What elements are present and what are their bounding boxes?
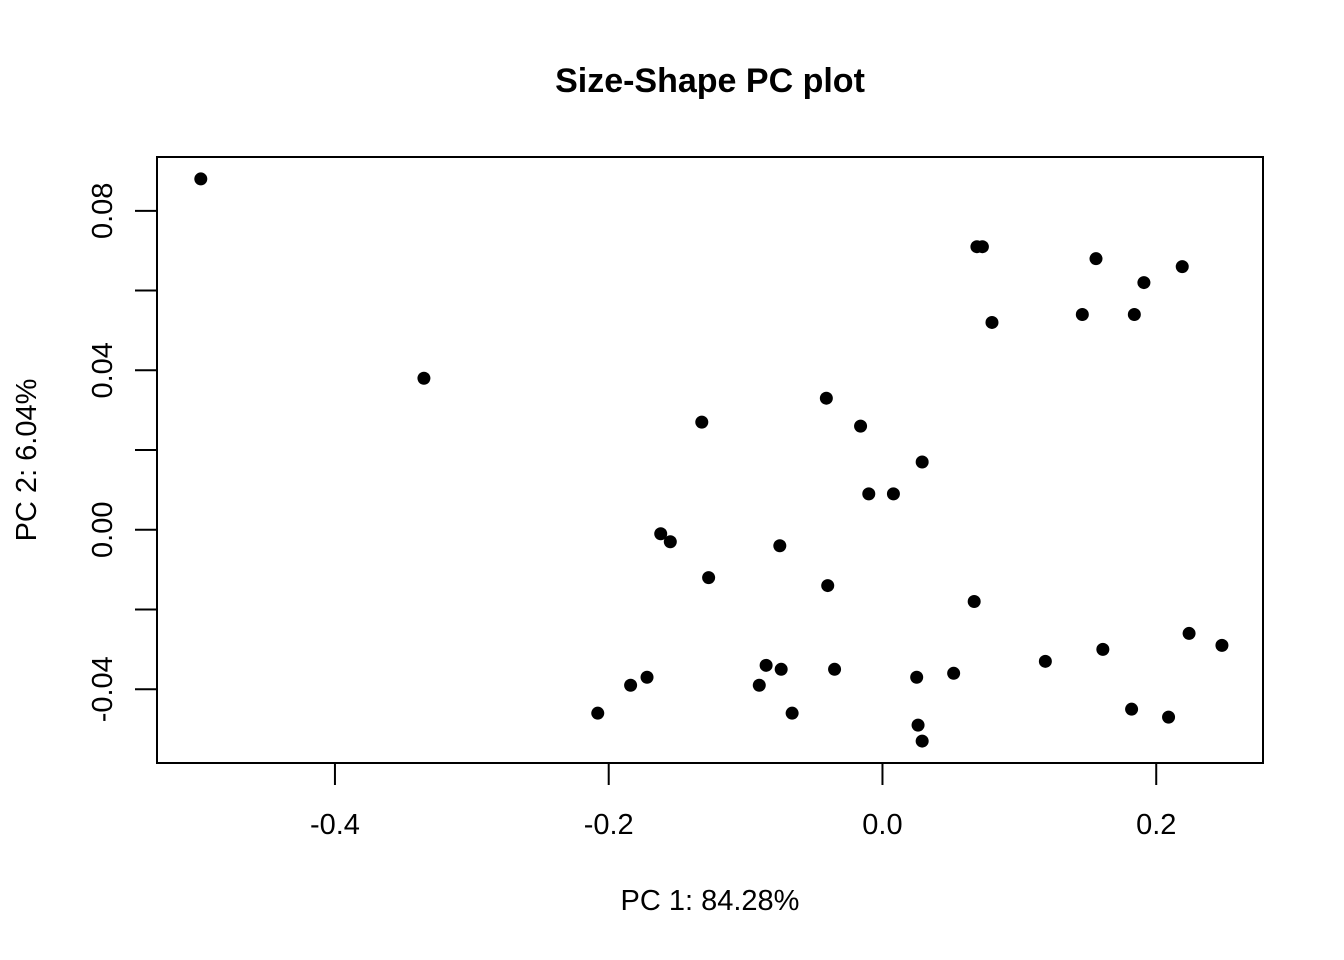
y-axis: -0.04 0.00 0.04 0.08: [87, 183, 157, 722]
x-tick-label: -0.4: [310, 809, 360, 841]
data-point: [1125, 702, 1139, 716]
data-point: [1127, 307, 1141, 321]
x-axis: -0.4 -0.2 0.0 0.2: [310, 763, 1176, 841]
data-point: [773, 539, 787, 553]
x-tick-label: 0.2: [1136, 809, 1176, 841]
x-tick-label: 0.0: [862, 809, 902, 841]
data-point: [821, 579, 835, 593]
data-point: [819, 391, 833, 405]
data-point: [774, 662, 788, 676]
y-tick-label: 0.04: [87, 342, 119, 398]
chart-title: Size-Shape PC plot: [555, 62, 865, 100]
data-point: [1075, 307, 1089, 321]
data-point: [759, 658, 773, 672]
y-tick-label: 0.08: [87, 183, 119, 239]
data-point: [1162, 710, 1176, 724]
data-point: [975, 240, 989, 254]
data-point: [640, 670, 654, 684]
data-point: [854, 419, 868, 433]
data-point: [1175, 260, 1189, 274]
data-point: [985, 315, 999, 329]
data-point: [967, 595, 981, 609]
y-tick-label: -0.04: [87, 656, 119, 722]
data-points: [194, 172, 1229, 748]
data-point: [785, 706, 799, 720]
data-point: [947, 666, 961, 680]
data-point: [1137, 276, 1151, 290]
data-point: [915, 734, 929, 748]
data-point: [591, 706, 605, 720]
data-point: [695, 415, 709, 429]
data-point: [886, 487, 900, 501]
data-point: [1215, 638, 1229, 652]
data-point: [194, 172, 208, 186]
x-tick-label: -0.2: [584, 809, 634, 841]
data-point: [915, 455, 929, 469]
data-point: [910, 670, 924, 684]
data-point: [1096, 642, 1110, 656]
data-point: [1182, 626, 1196, 640]
data-point: [702, 571, 716, 585]
data-point: [417, 371, 431, 385]
y-axis-label: PC 2: 6.04%: [11, 379, 43, 542]
data-point: [624, 678, 638, 692]
data-point: [828, 662, 842, 676]
y-tick-label: 0.00: [87, 502, 119, 558]
data-point: [1038, 654, 1052, 668]
data-point: [752, 678, 766, 692]
data-point: [911, 718, 925, 732]
data-point: [654, 527, 668, 541]
data-point: [862, 487, 876, 501]
x-axis-label: PC 1: 84.28%: [621, 885, 800, 917]
plot-frame: [156, 156, 1264, 764]
data-point: [663, 535, 677, 549]
data-point: [1089, 252, 1103, 266]
